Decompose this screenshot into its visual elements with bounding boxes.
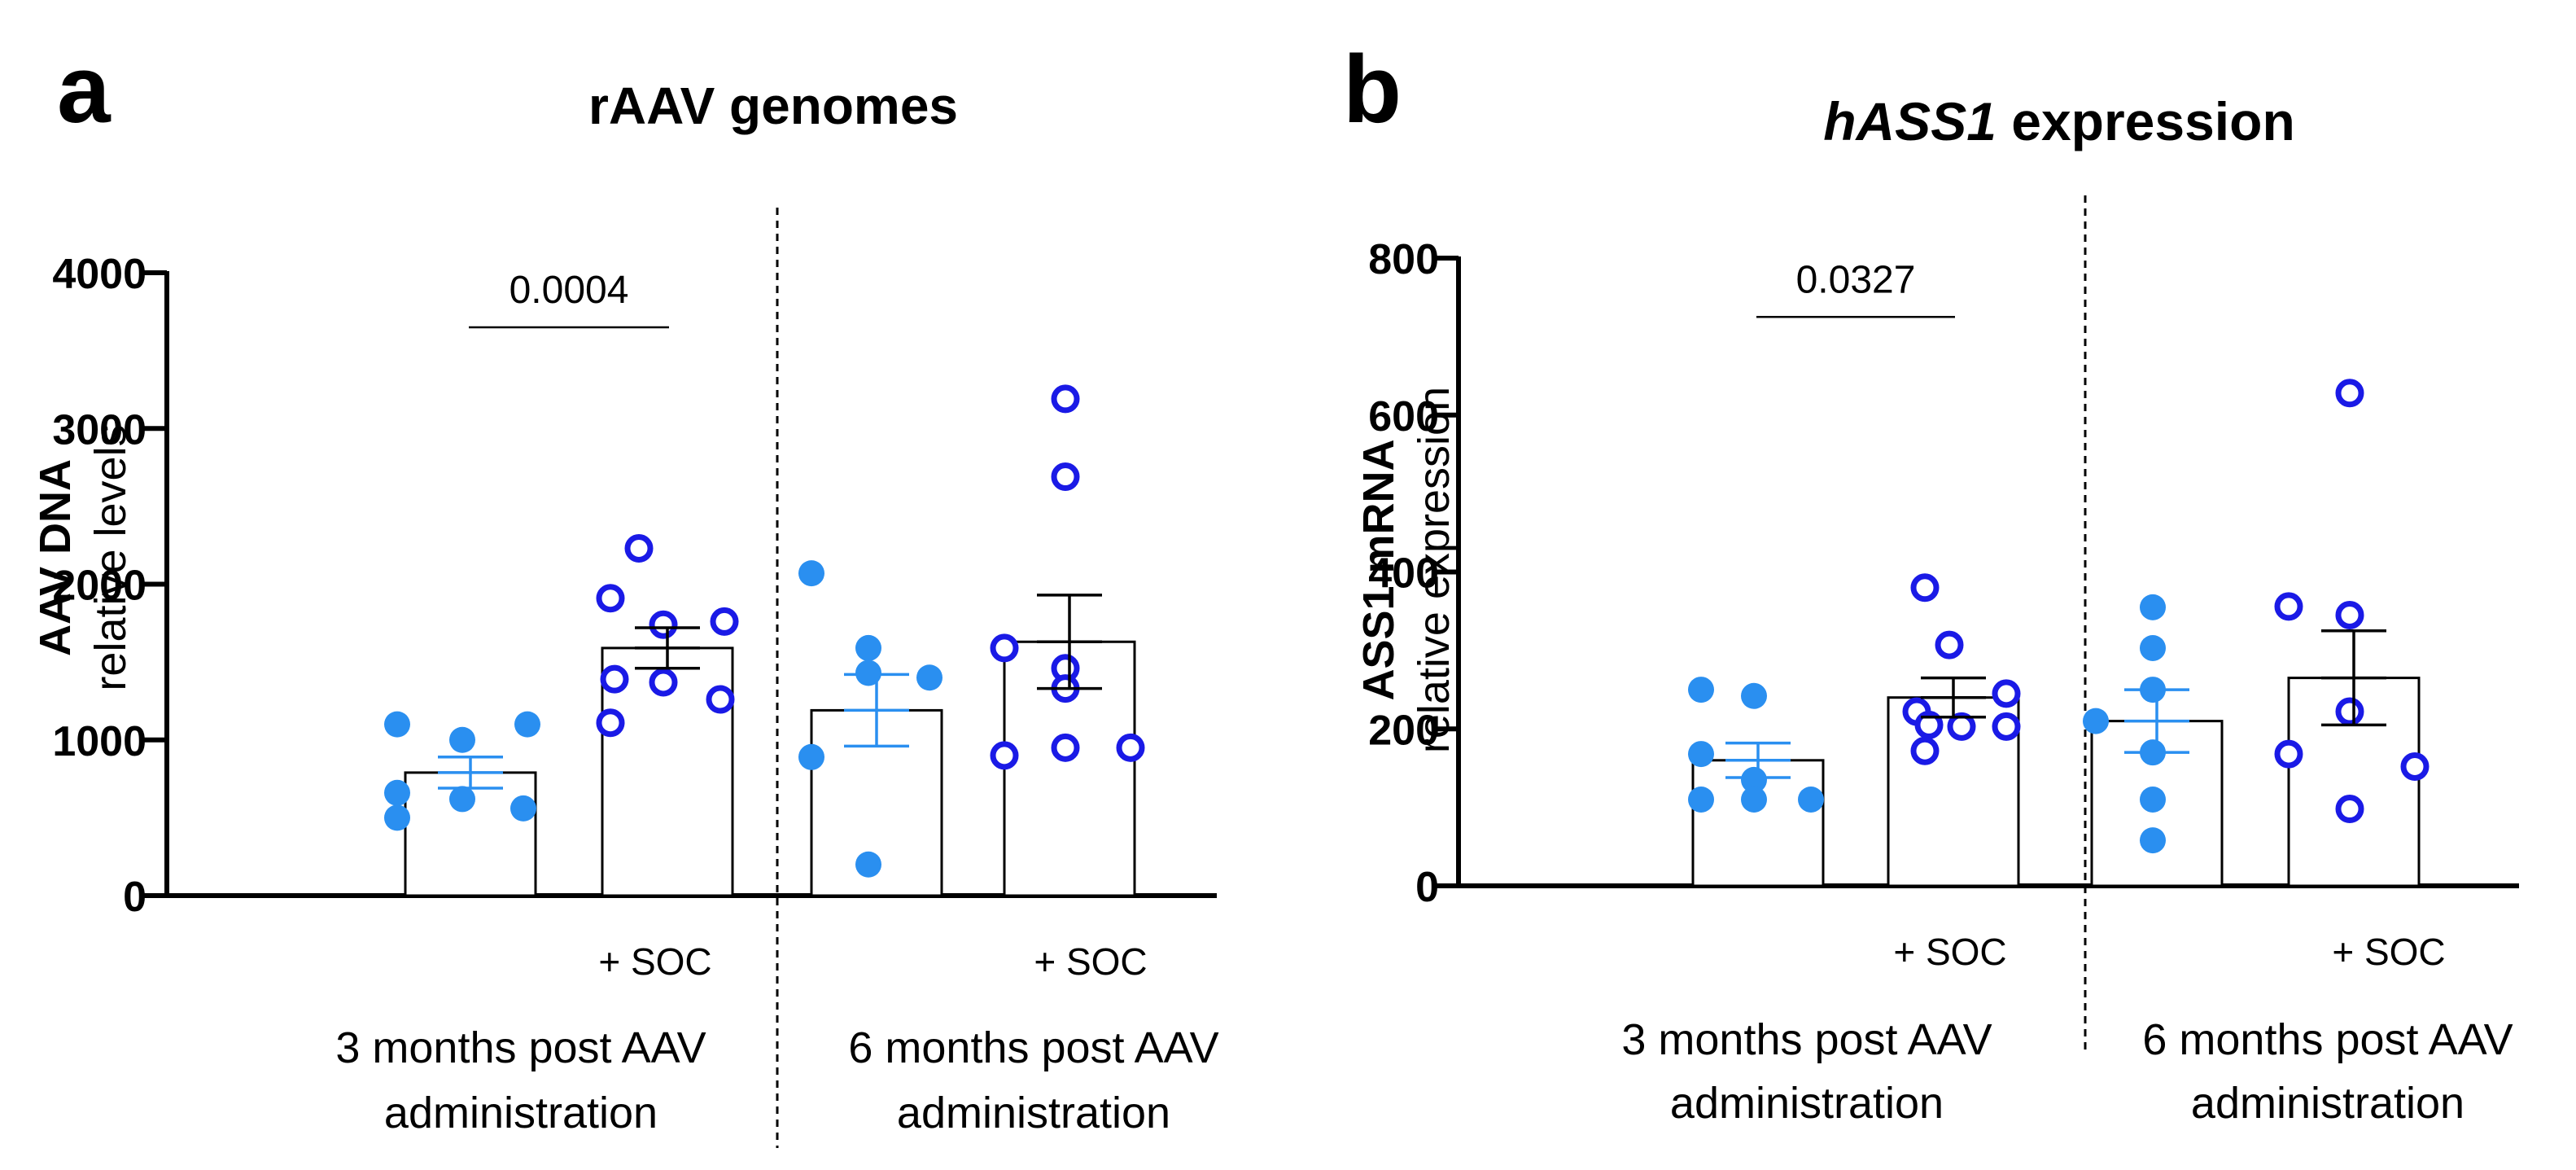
panel-b-data-point (1914, 710, 1944, 739)
panel-a-data-point (384, 711, 410, 738)
panel-b-group2-line1: 6 months post AAV (2142, 1015, 2513, 1064)
panel-a-y-tick-label: 0 (123, 874, 147, 921)
panel-b-title: hASS1 expression (1823, 91, 2295, 151)
panel-b-y-tick-label: 400 (1368, 550, 1439, 598)
panel-a-data-point (916, 664, 942, 691)
panel-a-data-point (855, 851, 881, 878)
panel-b-data-point (2400, 752, 2429, 782)
panel-a-ylabel-line2: relative levels (86, 424, 135, 690)
panel-b-data-point (1935, 630, 1964, 659)
panel-a-data-point (384, 804, 410, 831)
panel-a-data-point (449, 786, 475, 813)
panel-b-y-tick-label: 800 (1368, 236, 1439, 283)
panel-b-data-point (2140, 634, 2166, 661)
panel-b-data-point (1798, 786, 1824, 813)
panel-a-data-point (798, 743, 824, 770)
panel-b-data-point (1741, 766, 1767, 793)
panel-a-y-tick-label: 3000 (52, 406, 147, 454)
panel-a-group1-line1: 3 months post AAV (335, 1023, 706, 1072)
panel-b-data-point (2083, 708, 2109, 734)
panel-b-data-point (2140, 594, 2166, 620)
panel-a-data-point (706, 685, 735, 714)
panel-a-data-point (384, 779, 410, 806)
panel-b-title-italic: hASS1 (1823, 91, 1997, 151)
panel-a-group2-line2: administration (897, 1089, 1170, 1137)
panel-a-ylabel-line1: AAV DNA (31, 459, 80, 656)
panel-b-data-point (1992, 679, 2021, 708)
panel-a-data-point (624, 534, 654, 563)
panel-b-plot: 0 200 400 600 800 0.0327 (1368, 195, 2519, 1050)
panel-b-group1-line2: administration (1670, 1079, 1944, 1128)
panel-a-data-point (1051, 384, 1080, 414)
panel-a-data-point (798, 560, 824, 587)
panel-b-soc-label-1: + SOC (1893, 931, 2006, 973)
panel-a-letter: a (57, 36, 112, 143)
panel-a-data-point (596, 584, 625, 613)
panel-a-data-point (855, 634, 881, 661)
panel-a-data-point (649, 610, 678, 639)
panel-a-soc-label-2: + SOC (1034, 940, 1147, 983)
panel-a-data-point (449, 726, 475, 753)
panel-a-data-point (510, 795, 536, 822)
panel-b-letter: b (1343, 36, 1402, 143)
panel-a-data-point (1116, 733, 1145, 762)
panel-a-data-point (855, 659, 881, 686)
panel-b-data-point (1688, 677, 1714, 703)
panel-a-y-tick-label: 4000 (52, 251, 147, 298)
panel-b-y-tick-label: 0 (1415, 864, 1439, 911)
panel-b-group1-line1: 3 months post AAV (1621, 1015, 1992, 1064)
panel-a-data-point (1051, 733, 1080, 762)
panel-b-data-point (1688, 741, 1714, 768)
panel-a-group2-line1: 6 months post AAV (848, 1023, 1218, 1072)
panel-a-pvalue: 0.0004 (510, 269, 629, 312)
panel-b-ylabel-line1: ASS1 mRNA (1354, 439, 1403, 700)
panel-b-data-point (1947, 712, 1976, 741)
panel-a-data-point (514, 711, 540, 738)
panel-a-y-tick-label: 2000 (52, 563, 147, 610)
panel-b-y-tick-label: 600 (1368, 393, 1439, 440)
panel-a-data-point (649, 668, 678, 697)
panel-a-bar (1003, 640, 1136, 897)
panel-a-title: rAAV genomes (588, 77, 958, 135)
panel-b-data-point (1910, 573, 1940, 603)
panel-b-soc-label-2: + SOC (2332, 931, 2445, 973)
panel-a-plot: 0 1000 2000 3000 4000 0.0004 (52, 208, 1217, 1148)
panel-a-data-point (596, 708, 625, 738)
panel-b-data-point (1741, 682, 1767, 709)
panel-b-data-point (2335, 379, 2364, 408)
panel-b-data-point (2140, 827, 2166, 854)
panel-b-data-point (2335, 795, 2364, 824)
panel-b-data-point (2335, 601, 2364, 630)
panel-a-data-point (1051, 462, 1080, 492)
panel-b: b hASS1 expression ASS1 mRNA relative ex… (1343, 36, 2519, 1128)
panel-a-data-point (990, 741, 1019, 770)
panel-b-data-point (2335, 697, 2364, 726)
panel-b-group2-line2: administration (2191, 1079, 2464, 1128)
panel-b-data-point (2274, 739, 2303, 769)
panel-a-data-point (990, 633, 1019, 663)
panel-b-data-point (1741, 786, 1767, 813)
panel-a-data-point (600, 664, 629, 694)
panel-b-data-point (1992, 712, 2021, 741)
panel-b-data-point (1688, 786, 1714, 813)
panel-a-soc-label-1: + SOC (598, 940, 711, 983)
panel-a-group1-line2: administration (384, 1089, 658, 1137)
panel-b-data-point (1910, 736, 1940, 765)
panel-a-ylabel: AAV DNA relative levels (31, 424, 135, 690)
panel-a: a rAAV genomes AAV DNA relative levels 0… (31, 36, 1219, 1148)
panel-b-pvalue: 0.0327 (1796, 258, 1916, 301)
panel-a-data-point (710, 607, 739, 636)
panel-b-data-point (2274, 592, 2303, 621)
panel-b-y-tick-label: 200 (1368, 707, 1439, 754)
panel-b-data-point (2140, 786, 2166, 813)
panel-a-y-tick-label: 1000 (52, 718, 147, 765)
panel-b-title-rest: expression (1997, 91, 2295, 151)
